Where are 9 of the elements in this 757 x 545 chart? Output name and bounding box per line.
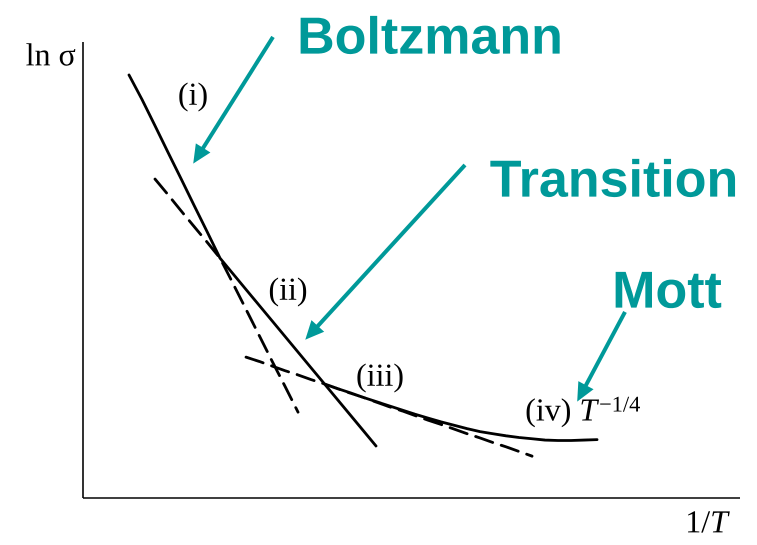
annotation: (iii)	[357, 363, 403, 393]
annotation: (ii)	[270, 277, 306, 307]
y-axis-title: ln σ	[26, 43, 76, 66]
text: Mott	[616, 272, 722, 308]
text: Boltzmann	[300, 16, 560, 54]
annotation: Transition	[490, 158, 736, 198]
annotation: (iv) T$^{−1/4}$	[526, 396, 640, 428]
x-axis-title: 1/T	[688, 511, 730, 533]
annotation: (i)	[179, 82, 207, 112]
